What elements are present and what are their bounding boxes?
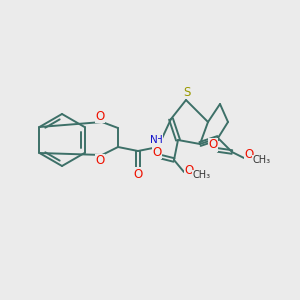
Text: S: S (183, 85, 191, 98)
Text: O: O (152, 146, 162, 158)
Text: O: O (244, 148, 253, 161)
Text: CH₃: CH₃ (193, 170, 211, 180)
Text: O: O (184, 164, 194, 176)
Text: CH₃: CH₃ (253, 155, 271, 165)
Text: O: O (208, 139, 217, 152)
Text: O: O (95, 110, 105, 122)
Text: O: O (134, 167, 142, 181)
Text: N: N (150, 135, 158, 145)
Text: O: O (95, 154, 105, 167)
Text: H: H (155, 135, 163, 145)
